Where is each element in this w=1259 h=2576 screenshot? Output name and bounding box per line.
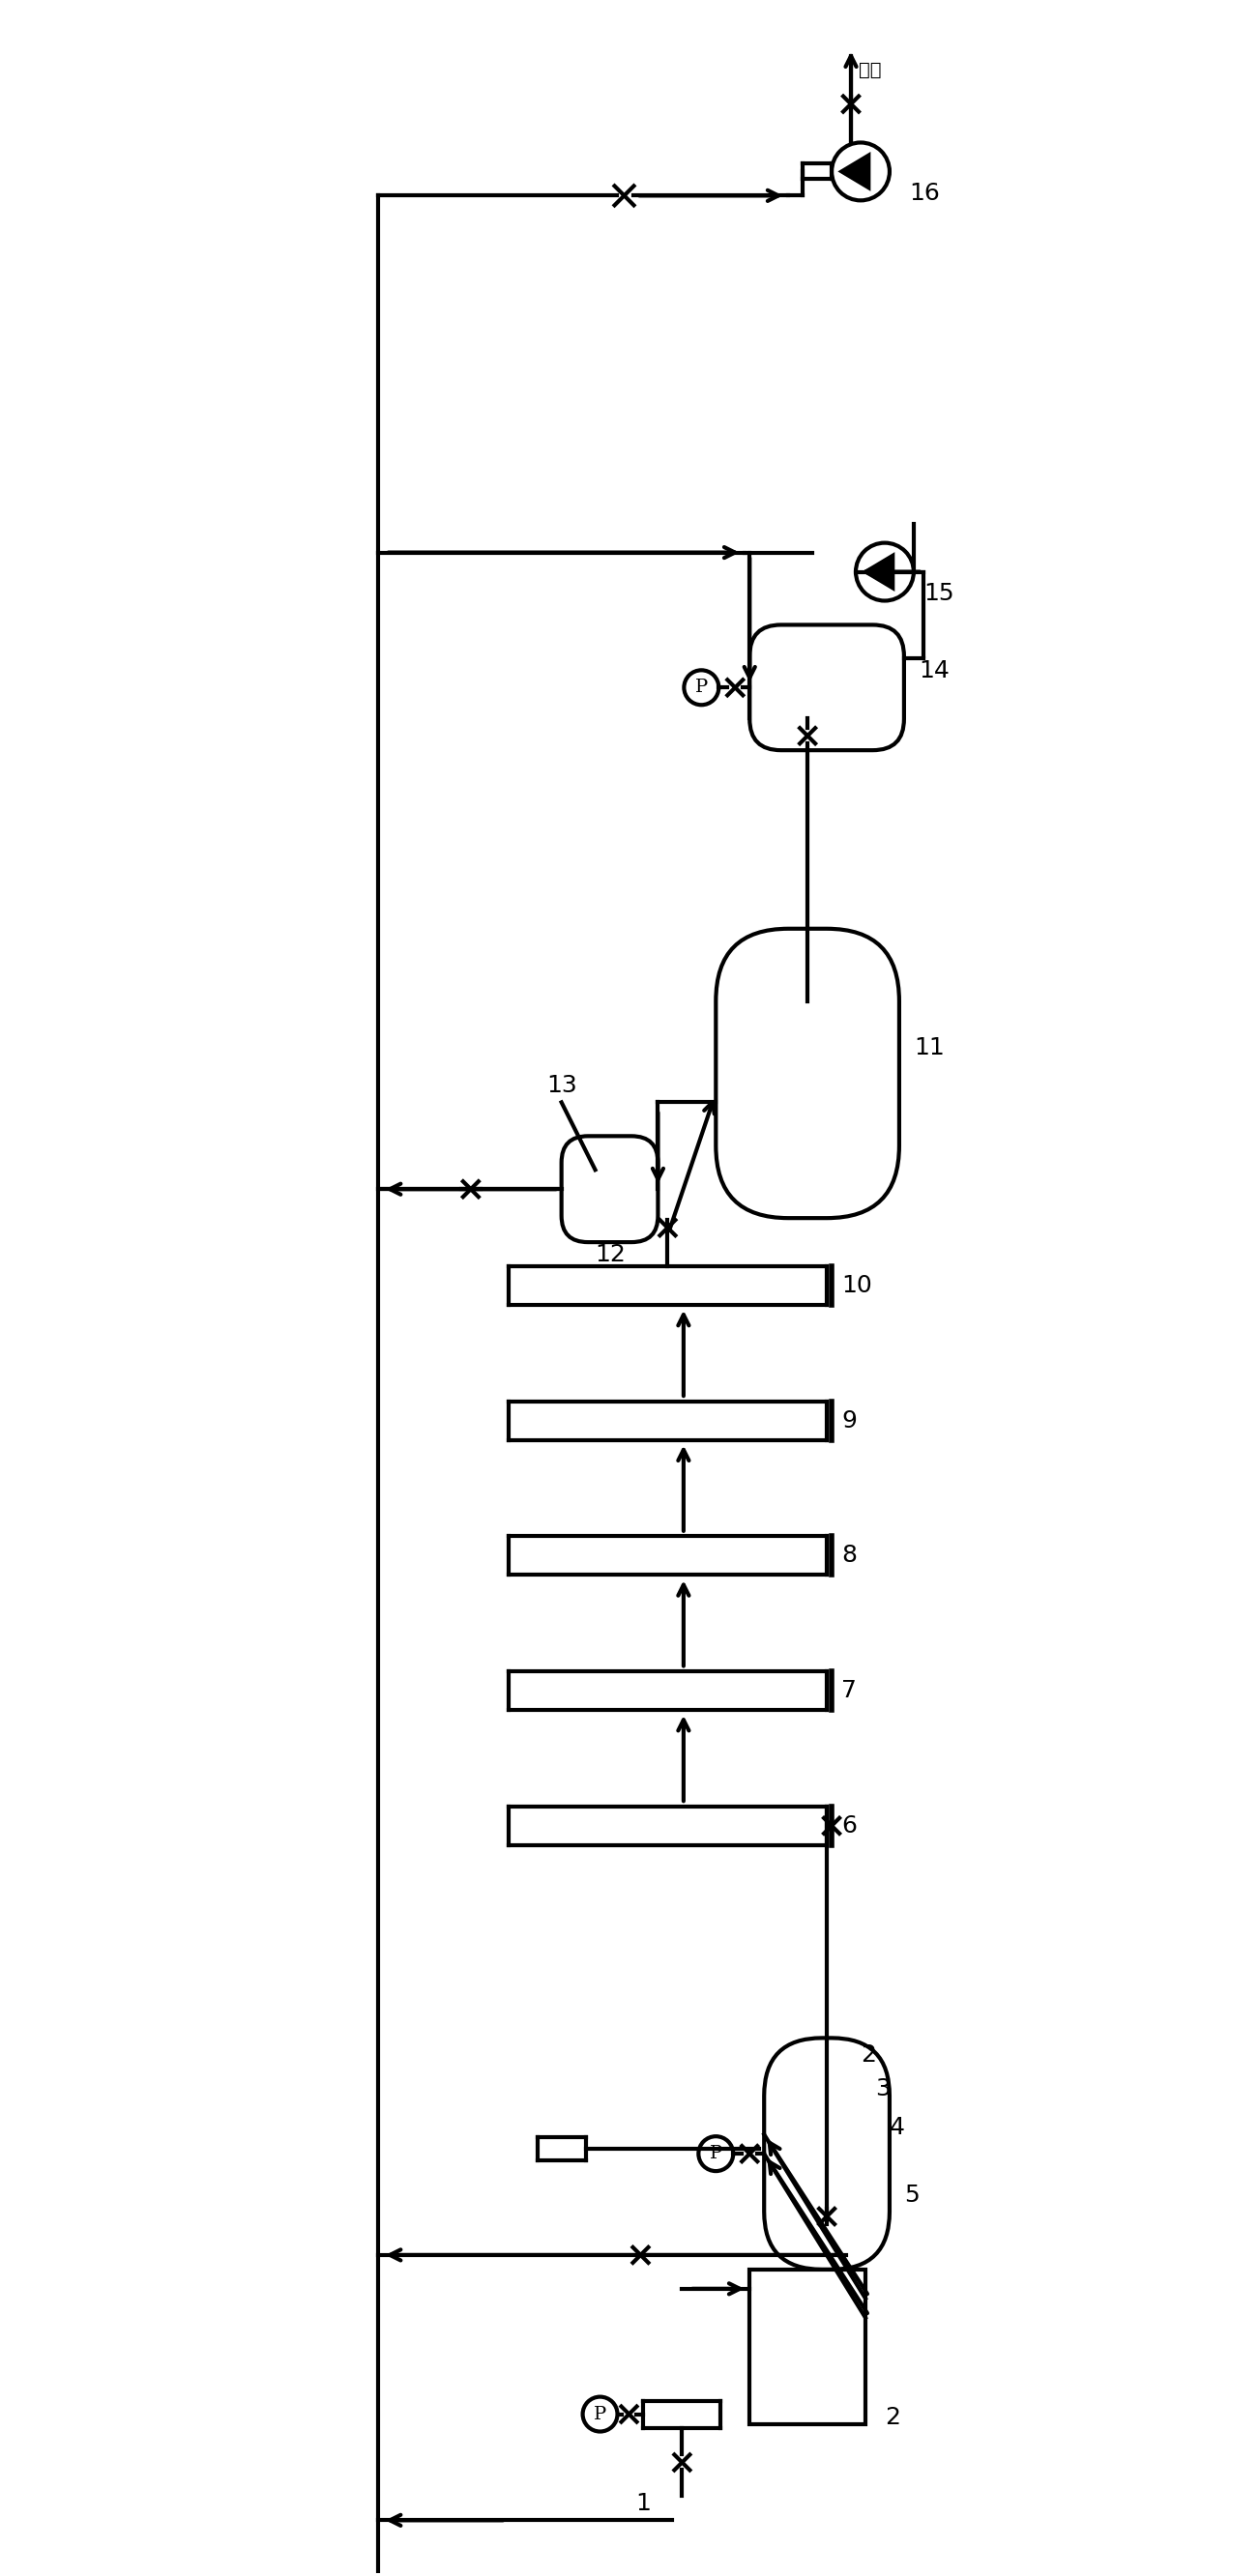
Text: 9: 9 xyxy=(841,1409,856,1432)
Text: 5: 5 xyxy=(904,2184,919,2208)
Polygon shape xyxy=(865,554,894,590)
Text: P: P xyxy=(695,680,708,696)
Text: 13: 13 xyxy=(546,1074,578,1097)
Text: 16: 16 xyxy=(909,183,939,206)
Text: 8: 8 xyxy=(841,1543,857,1566)
Text: 4: 4 xyxy=(890,2115,905,2138)
Text: 6: 6 xyxy=(841,1814,857,1837)
Text: 14: 14 xyxy=(919,659,949,683)
Text: 2: 2 xyxy=(885,2406,900,2429)
Text: 排空: 排空 xyxy=(859,62,881,80)
Bar xyxy=(749,2269,865,2424)
Text: 3: 3 xyxy=(875,2076,890,2099)
Text: 11: 11 xyxy=(914,1036,944,1059)
Text: P: P xyxy=(710,2146,723,2161)
Text: 15: 15 xyxy=(923,582,954,605)
Text: 10: 10 xyxy=(841,1275,872,1298)
Text: P: P xyxy=(594,2406,607,2424)
Text: 7: 7 xyxy=(841,1680,856,1703)
Text: 12: 12 xyxy=(596,1244,626,1267)
Text: 2: 2 xyxy=(861,2043,876,2066)
Polygon shape xyxy=(840,155,869,188)
Text: 1: 1 xyxy=(636,2491,651,2514)
